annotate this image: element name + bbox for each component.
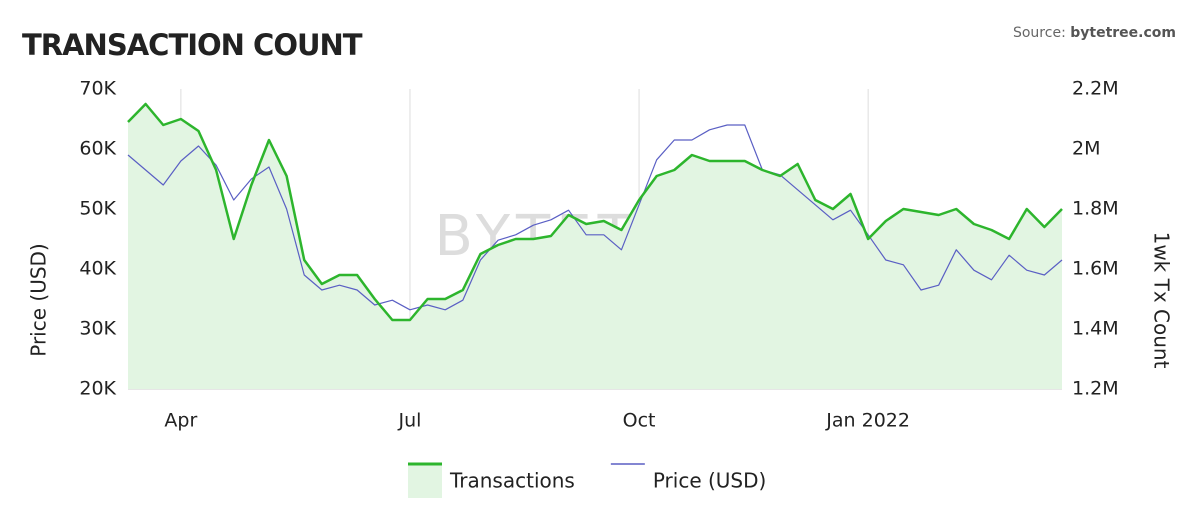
y-tick-label: 70K xyxy=(79,78,116,100)
y2-axis-label: 1wk Tx Count xyxy=(1150,232,1174,369)
source-site: bytetree.com xyxy=(1070,25,1176,41)
y2-tick-label: 1.6M xyxy=(1072,258,1119,280)
y-axis-label: Price (USD) xyxy=(27,243,51,357)
y2-tick-label: 1.2M xyxy=(1072,378,1119,400)
y-tick-label: 60K xyxy=(79,138,116,160)
legend-item: Price (USD) xyxy=(610,463,767,493)
y-tick-label: 20K xyxy=(79,378,116,400)
area xyxy=(128,104,1062,389)
legend-label: Transactions xyxy=(449,469,575,493)
y-tick-label: 40K xyxy=(79,258,116,280)
line xyxy=(127,102,1063,322)
y-tick-label: 50K xyxy=(79,198,116,220)
y2-tick-label: 2M xyxy=(1072,138,1100,160)
y2-tick-label: 2.2M xyxy=(1072,78,1119,100)
y2-tick-label: 1.4M xyxy=(1072,318,1119,340)
x-tick-label: Jan 2022 xyxy=(825,410,910,432)
y-tick-label: 30K xyxy=(79,318,116,340)
source-label: Source: xyxy=(1013,25,1066,41)
legend-swatch-fill xyxy=(408,464,442,498)
source: Source: bytetree.com xyxy=(1013,25,1176,41)
legend-item: Transactions xyxy=(408,462,575,498)
y2-tick-label: 1.8M xyxy=(1072,198,1119,220)
chart-title: TRANSACTION COUNT xyxy=(22,28,363,62)
legend-label: Price (USD) xyxy=(653,469,767,493)
line xyxy=(127,124,1063,311)
x-tick-label: Oct xyxy=(623,410,656,432)
x-tick-label: Apr xyxy=(164,410,197,432)
x-tick-label: Jul xyxy=(397,410,421,432)
